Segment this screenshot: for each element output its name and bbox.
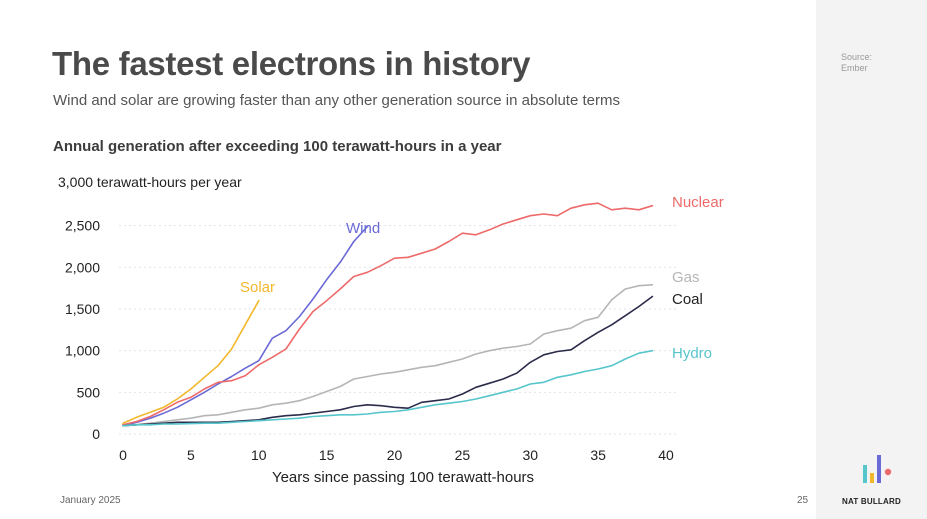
x-axis-ticks: 0 5 10 15 20 25 30 35 40 [119, 447, 674, 463]
x-tick-label: 40 [658, 447, 674, 463]
x-tick-label: 10 [251, 447, 267, 463]
slide-title: The fastest electrons in history [52, 45, 531, 82]
x-tick-label: 35 [590, 447, 606, 463]
x-axis-label: Years since passing 100 terawatt-hours [272, 469, 534, 486]
series-label-hydro: Hydro [672, 345, 712, 362]
y-tick-label: 0 [92, 426, 100, 442]
footer-date: January 2025 [60, 495, 121, 506]
y-tick-label: 1,000 [65, 343, 100, 359]
y-tick-label: 2,000 [65, 259, 100, 275]
brand-logo-icon [863, 455, 892, 483]
brand-name: NAT BULLARD [842, 497, 901, 506]
source-label: Source: [841, 52, 873, 62]
y-tick-label: 2,500 [65, 218, 100, 234]
series-line-nuclear [122, 202, 654, 426]
source-note: Source: Ember [841, 52, 872, 74]
x-tick-label: 5 [187, 447, 195, 463]
page-number: 25 [797, 495, 809, 506]
sidebar-panel [816, 0, 927, 519]
series-label-solar: Solar [240, 279, 275, 296]
x-tick-label: 30 [522, 447, 538, 463]
series-line-gas [122, 283, 654, 427]
unit-label: 3,000 terawatt-hours per year [58, 174, 242, 190]
source-name: Ember [841, 63, 868, 73]
series-lines [122, 202, 654, 427]
series-label-wind: Wind [346, 220, 380, 237]
x-tick-label: 15 [319, 447, 335, 463]
series-line-wind [122, 225, 369, 427]
series-label-coal: Coal [672, 291, 703, 308]
series-labels: Solar Wind Nuclear Gas Coal Hydro [240, 194, 724, 362]
series-label-gas: Gas [672, 269, 700, 286]
series-line-solar [122, 299, 260, 425]
gridlines [119, 225, 676, 435]
series-label-nuclear: Nuclear [672, 194, 724, 211]
chart-title: Annual generation after exceeding 100 te… [53, 138, 502, 155]
x-tick-label: 25 [455, 447, 471, 463]
x-tick-label: 0 [119, 447, 127, 463]
x-tick-label: 20 [387, 447, 403, 463]
y-axis-ticks: 0 500 1,000 1,500 2,000 2,500 [65, 218, 100, 442]
series-line-coal [122, 295, 654, 427]
y-tick-label: 500 [77, 384, 101, 400]
series-line-hydro [122, 349, 654, 427]
line-chart: 0 500 1,000 1,500 2,000 2,500 0 5 10 15 20 25 30 35 4… [58, 174, 724, 486]
y-tick-label: 1,500 [65, 301, 100, 317]
slide-subtitle: Wind and solar are growing faster than a… [53, 92, 620, 109]
